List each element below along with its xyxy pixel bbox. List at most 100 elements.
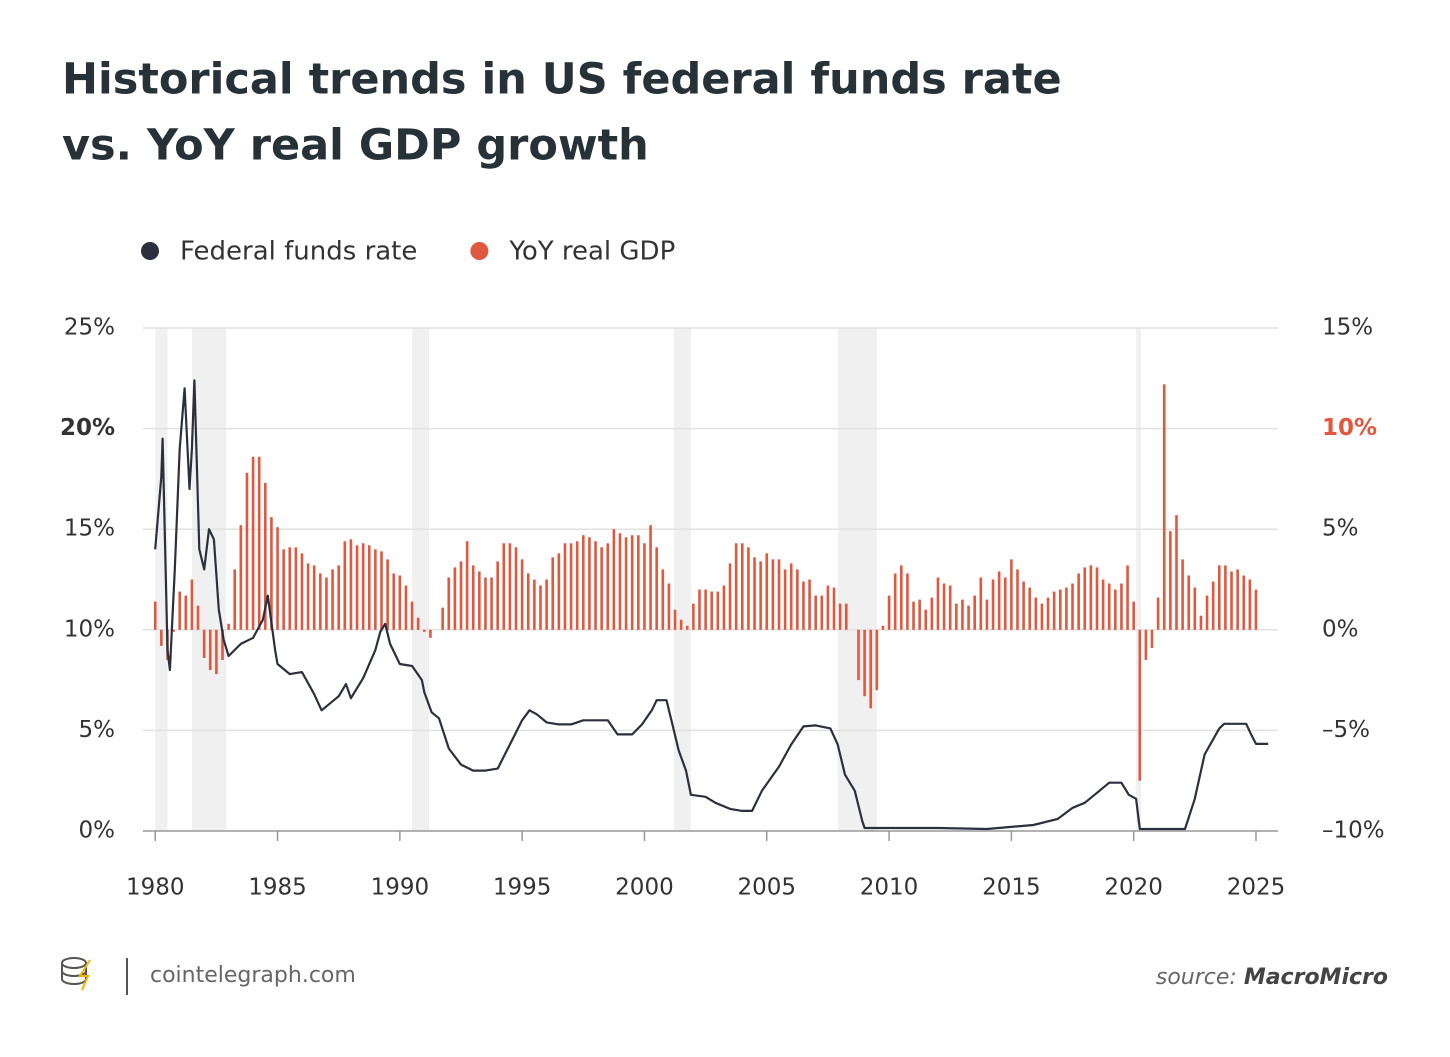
y2-tick-label: 0% bbox=[1322, 616, 1359, 642]
gdp-bar bbox=[649, 525, 652, 630]
gdp-bar bbox=[563, 543, 567, 630]
gdp-bar bbox=[655, 547, 658, 630]
logo bbox=[61, 957, 128, 995]
gdp-bar bbox=[630, 535, 634, 630]
gdp-bar bbox=[734, 543, 738, 630]
gdp-bar bbox=[1095, 567, 1099, 630]
gdp-bar bbox=[1016, 569, 1019, 630]
gdp-bar bbox=[747, 547, 750, 630]
gdp-bar bbox=[1144, 629, 1148, 660]
gdp-bar bbox=[478, 571, 481, 630]
gdp-bar bbox=[624, 537, 628, 630]
gdp-bar bbox=[1010, 559, 1013, 630]
gdp-bar bbox=[814, 595, 817, 630]
gdp-bar bbox=[221, 629, 224, 660]
gdp-bar bbox=[1046, 597, 1050, 630]
gdp-bar bbox=[1175, 515, 1178, 630]
x-tick-label: 2000 bbox=[615, 875, 674, 901]
gdp-bar bbox=[1150, 629, 1154, 648]
gdp-bar bbox=[429, 629, 432, 638]
gdp-bar bbox=[178, 591, 181, 630]
gdp-bar bbox=[1181, 559, 1184, 630]
gdp-bar bbox=[704, 589, 707, 630]
gdp-bar bbox=[967, 605, 970, 630]
x-tick-label: 2025 bbox=[1227, 875, 1286, 901]
gdp-bar bbox=[355, 545, 359, 630]
gdp-bar bbox=[202, 629, 206, 658]
gdp-bar bbox=[912, 601, 915, 630]
gdp-bar bbox=[820, 595, 824, 630]
gdp-bar bbox=[453, 567, 457, 630]
gdp-bar bbox=[1022, 581, 1025, 630]
gdp-bar bbox=[979, 577, 983, 630]
y2-tick-label: 15% bbox=[1322, 315, 1373, 341]
y-tick-label: 25% bbox=[64, 315, 115, 341]
gdp-bar bbox=[215, 629, 218, 675]
gdp-bar bbox=[802, 581, 805, 630]
gdp-bar bbox=[857, 629, 860, 681]
gdp-bar bbox=[423, 629, 426, 632]
gdp-bar bbox=[936, 577, 940, 630]
gdp-bar bbox=[1052, 591, 1056, 630]
chart-title: Historical trends in US federal funds ra… bbox=[62, 55, 1062, 105]
x-tick-label: 1980 bbox=[126, 875, 185, 901]
gdp-bar bbox=[539, 585, 542, 630]
gdp-bar bbox=[930, 597, 934, 630]
gdp-bar bbox=[484, 577, 487, 630]
gdp-bar bbox=[490, 577, 493, 630]
chart-title: vs. YoY real GDP growth bbox=[62, 121, 649, 171]
gdp-bar bbox=[740, 543, 744, 630]
gdp-bar bbox=[1126, 565, 1129, 630]
gdp-bar bbox=[1162, 384, 1166, 630]
gdp-bar bbox=[1217, 565, 1221, 630]
gdp-bar bbox=[392, 573, 396, 630]
gdp-bar bbox=[1089, 565, 1093, 630]
gdp-bar bbox=[924, 609, 928, 630]
gdp-bar bbox=[679, 619, 683, 630]
plot bbox=[143, 327, 1278, 841]
gdp-bar bbox=[367, 545, 371, 630]
gdp-bar bbox=[1199, 615, 1203, 630]
gdp-bar bbox=[331, 569, 334, 630]
gdp-bar bbox=[777, 559, 781, 630]
gdp-bar bbox=[184, 595, 188, 630]
gdp-bar bbox=[325, 577, 328, 630]
gdp-bar bbox=[1236, 569, 1239, 630]
gdp-bar bbox=[1205, 595, 1209, 630]
gdp-bar bbox=[1138, 629, 1142, 781]
gdp-bar bbox=[698, 589, 701, 630]
gdp-bar bbox=[545, 579, 548, 630]
gdp-bar bbox=[416, 617, 420, 630]
gdp-bar bbox=[160, 629, 163, 646]
gdp-bar bbox=[1028, 587, 1032, 630]
gdp-bar bbox=[245, 472, 249, 630]
gdp-bar bbox=[1058, 589, 1062, 630]
x-tick-label: 1995 bbox=[493, 875, 552, 901]
gdp-bar bbox=[869, 629, 873, 709]
gdp-bar bbox=[783, 569, 787, 630]
gdp-bar bbox=[832, 587, 836, 630]
rate-line bbox=[154, 379, 1269, 831]
gdp-bar bbox=[410, 601, 414, 630]
gdp-bar bbox=[551, 557, 555, 630]
gdp-bar bbox=[502, 543, 506, 630]
gdp-bar bbox=[948, 585, 952, 630]
gdp-bar bbox=[447, 577, 451, 630]
source: source: MacroMicro bbox=[1156, 965, 1388, 990]
gdp-bar bbox=[838, 603, 842, 630]
recession-band bbox=[1136, 328, 1142, 831]
gdp-bar bbox=[264, 482, 267, 630]
gdp-bar bbox=[1120, 583, 1123, 630]
gdp-bar bbox=[294, 547, 298, 630]
gdp-bar bbox=[196, 605, 200, 630]
gdp-bar bbox=[765, 553, 769, 630]
legend-label: YoY real GDP bbox=[508, 237, 675, 267]
recession-band bbox=[412, 328, 430, 831]
gdp-bar bbox=[991, 579, 995, 630]
gdp-bar bbox=[575, 541, 579, 630]
gdp-bar bbox=[667, 583, 671, 630]
gdp-bar bbox=[1003, 577, 1007, 630]
y-tick-label: 0% bbox=[79, 818, 116, 844]
gdp-bar bbox=[906, 573, 909, 630]
